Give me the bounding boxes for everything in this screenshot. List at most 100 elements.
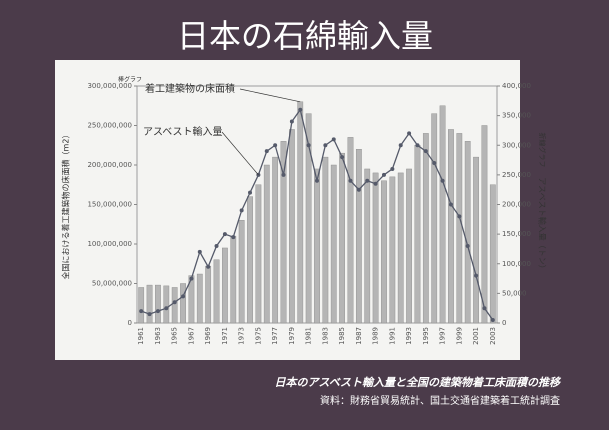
line-point [264,149,269,154]
line-point [306,143,311,148]
bar [347,137,354,324]
line-point [474,273,479,278]
bar [414,145,421,324]
line-point [398,143,403,148]
bar [138,287,145,324]
bar [230,235,237,324]
bar [196,273,203,324]
bar [464,141,471,324]
line-point [373,181,378,186]
bar [431,113,438,324]
x-tick-label: 1997 [439,327,447,345]
x-tick-label: 1979 [288,327,296,345]
line-point [415,143,420,148]
leader [239,88,301,103]
line-point [189,276,194,281]
line-point [239,208,244,213]
bar [238,220,245,324]
y-tick-label: 250,000,000 [87,122,132,130]
line-point [197,249,202,254]
bar [439,105,446,324]
line-point [331,137,336,142]
line-point [155,309,160,314]
bar [314,168,320,324]
line-point [248,190,253,195]
x-tick-label: 1999 [455,327,463,345]
bar [489,184,496,324]
line-point [381,172,386,177]
y2-tick-label: 350,000 [502,112,531,120]
x-tick-label: 1973 [238,327,246,345]
line-point [323,143,328,148]
line-point [231,235,236,240]
line-point [457,214,462,219]
line-point [482,306,487,311]
series-label: 着工建築物の床面積 [145,82,235,95]
bar [473,156,479,324]
bar [163,285,170,324]
bar [355,148,362,324]
bar [155,284,161,324]
x-tick-label: 1963 [154,327,162,345]
line-point [281,172,286,177]
line-point [340,155,345,160]
line-point [273,143,278,148]
line-point [490,318,495,323]
series-label: アスベスト輸入量 [143,125,223,138]
x-tick-label: 2003 [489,327,497,345]
x-tick-label: 1969 [204,327,212,345]
line-point [172,300,177,305]
bar [372,172,379,324]
line-point [348,178,353,183]
bar [481,125,488,324]
x-tick-label: 1983 [321,327,329,345]
bar [305,113,312,324]
bar [263,164,270,324]
line-point [390,166,395,171]
caption: 日本のアスベスト輸入量と全国の建築物着工床面積の推移 [275,376,562,389]
bar [381,180,387,324]
bar [456,133,463,324]
line-point [298,107,303,112]
line-point [356,187,361,192]
bar [397,172,404,324]
x-tick-label: 1977 [271,327,279,345]
y-tick-label: 0 [128,319,132,327]
bar [171,287,178,324]
bar [389,176,396,324]
bar [255,184,262,324]
x-tick-label: 1975 [254,327,262,345]
x-tick-label: 1967 [187,327,195,345]
x-tick-label: 1987 [355,327,363,345]
y2-tick-label: 100,000 [502,260,531,268]
bar [422,133,429,324]
slide-title: 日本の石綿輸入量 [177,17,433,55]
bar [289,129,295,324]
line-point [365,178,370,183]
bar [406,168,412,324]
line-point [423,149,428,154]
x-tick-label: 1993 [405,327,413,345]
line-point [465,243,470,248]
bar [330,164,337,324]
x-tick-label: 2001 [472,327,480,345]
bar [339,152,345,324]
line-point [407,131,412,136]
y2-tick-label: 50,000 [502,289,527,297]
bar [213,259,220,324]
line-point [206,264,211,269]
bar [322,156,329,324]
line-point [139,309,144,314]
line-point [164,306,169,311]
bar [188,275,195,324]
y-tick-label: 100,000,000 [87,240,132,248]
line-point [440,178,445,183]
x-tick-label: 1981 [305,327,313,345]
bar [222,247,228,324]
line-point [289,119,294,124]
y-tick-label: 50,000,000 [92,280,132,288]
bar [146,284,153,324]
y2-tick-label: 0 [502,319,506,327]
line-point [448,202,453,207]
y2-axis-note: 折線グラフ [538,133,547,168]
